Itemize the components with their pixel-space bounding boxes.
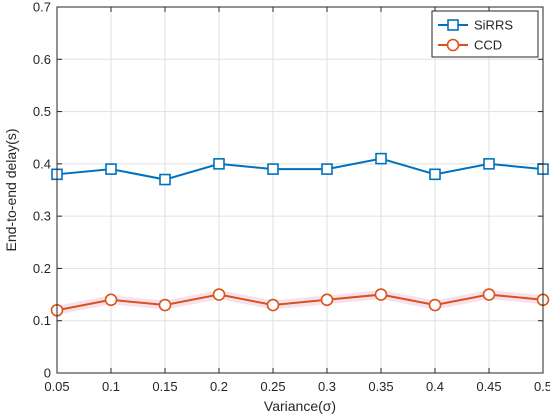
y-axis-title: End-to-end delay(s) bbox=[3, 129, 19, 252]
x-tick-label: 0.45 bbox=[476, 379, 501, 394]
y-tick-label: 0.5 bbox=[33, 104, 51, 119]
y-tick-label: 0.1 bbox=[33, 313, 51, 328]
data-point bbox=[266, 298, 280, 312]
series-sirrs bbox=[51, 152, 549, 186]
data-point bbox=[428, 298, 442, 312]
y-tick-label: 0.2 bbox=[33, 261, 51, 276]
data-point bbox=[105, 163, 117, 175]
x-tick-label: 0.25 bbox=[260, 379, 285, 394]
ticks: 0.05 0.1 0.15 0.2 0.25 0.3 0.35 0.4 0.45 0.5 0 0.1 0… bbox=[33, 0, 550, 394]
x-tick-label: 0.35 bbox=[368, 379, 393, 394]
x-tick-label: 0.05 bbox=[44, 379, 69, 394]
data-point bbox=[429, 168, 441, 181]
data-point bbox=[375, 152, 387, 165]
data-point bbox=[374, 288, 388, 301]
data-point bbox=[213, 158, 225, 170]
legend-label: SiRRS bbox=[474, 18, 513, 33]
series-line bbox=[56, 157, 544, 181]
plot-background bbox=[57, 7, 543, 373]
x-axis-title: Variance(σ) bbox=[264, 398, 336, 414]
data-point bbox=[104, 293, 118, 307]
x-tick-label: 0.1 bbox=[102, 379, 120, 394]
data-point bbox=[212, 288, 226, 301]
legend: SiRRS CCD bbox=[431, 10, 539, 58]
data-point bbox=[320, 293, 334, 307]
x-tick-label: 0.4 bbox=[426, 379, 444, 394]
y-tick-label: 0.7 bbox=[33, 0, 51, 15]
y-tick-label: 0 bbox=[44, 366, 51, 381]
data-point bbox=[483, 158, 495, 170]
y-tick-label: 0.6 bbox=[33, 52, 51, 67]
x-tick-label: 0.5 bbox=[534, 379, 550, 394]
data-point bbox=[321, 163, 333, 175]
legend-marker bbox=[446, 38, 460, 52]
data-point bbox=[482, 288, 496, 301]
legend-marker bbox=[447, 19, 459, 31]
plot-frame bbox=[56, 6, 544, 374]
y-tick-label: 0.3 bbox=[33, 209, 51, 224]
series-line bbox=[56, 293, 544, 312]
x-tick-label: 0.15 bbox=[152, 379, 177, 394]
x-tick-label: 0.3 bbox=[318, 379, 336, 394]
x-tick-label: 0.2 bbox=[210, 379, 228, 394]
data-point bbox=[159, 173, 171, 186]
y-tick-label: 0.4 bbox=[33, 156, 51, 171]
data-point bbox=[158, 298, 172, 312]
data-point bbox=[267, 163, 279, 175]
legend-label: CCD bbox=[474, 38, 502, 53]
